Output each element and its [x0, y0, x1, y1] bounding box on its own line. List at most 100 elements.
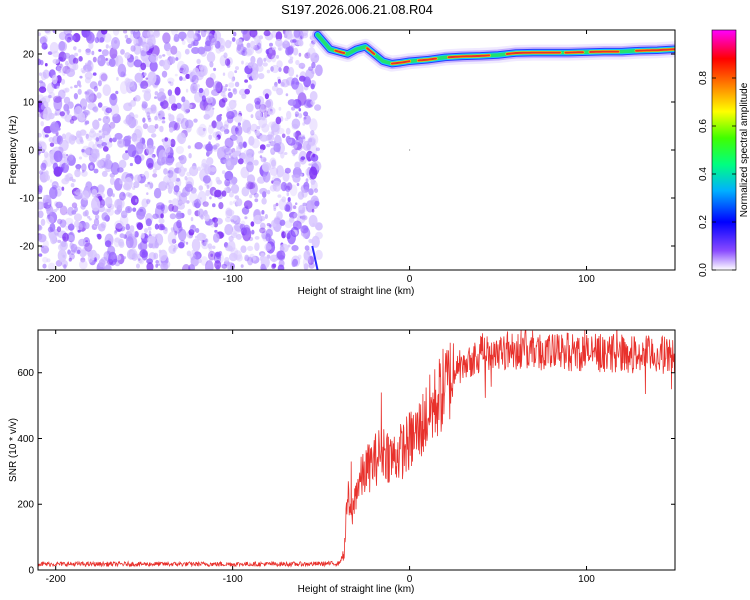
ridge-hot-red	[334, 49, 346, 54]
noise-blob	[206, 51, 216, 63]
noise-blob	[84, 71, 93, 80]
noise-blob	[74, 220, 80, 228]
noise-blob	[97, 54, 106, 67]
noise-blob	[175, 57, 179, 61]
noise-blob	[182, 264, 191, 270]
noise-blob	[283, 152, 288, 155]
noise-blob	[247, 245, 254, 252]
noise-blob	[78, 238, 87, 247]
noise-blob	[206, 184, 210, 190]
noise-blob	[63, 103, 70, 112]
noise-blob	[100, 73, 108, 82]
noise-blob	[86, 30, 92, 35]
noise-blob	[81, 148, 85, 153]
noise-blob	[178, 200, 183, 205]
noise-blob	[84, 110, 91, 116]
noise-blob	[259, 155, 263, 159]
noise-blob	[49, 179, 53, 183]
noise-blob	[224, 137, 234, 149]
noise-blob	[195, 235, 198, 239]
noise-blob	[178, 31, 187, 40]
noise-blob	[167, 169, 174, 178]
noise-blob	[264, 243, 272, 252]
noise-blob	[63, 264, 67, 269]
noise-blob	[99, 72, 108, 83]
noise-blob	[102, 146, 109, 152]
noise-blob	[98, 135, 103, 140]
noise-blob	[78, 84, 82, 88]
noise-blob	[308, 188, 314, 196]
noise-blob	[67, 249, 71, 255]
noise-blob	[115, 55, 124, 68]
noise-blob	[273, 205, 277, 210]
noise-blob	[314, 200, 320, 207]
noise-blob	[241, 186, 250, 197]
noise-blob	[101, 200, 106, 205]
noise-blob	[143, 90, 152, 102]
spectrogram-y-tick-label: 0	[28, 146, 34, 157]
noise-blob	[87, 60, 92, 66]
noise-blob	[136, 253, 141, 260]
noise-blob	[104, 208, 108, 213]
colorbar-tick-label: 0.0	[698, 263, 709, 277]
noise-blob	[42, 263, 47, 269]
noise-blob	[293, 30, 301, 38]
noise-blob	[124, 177, 133, 190]
noise-blob	[105, 44, 109, 49]
noise-blob	[85, 49, 91, 56]
noise-blob	[115, 90, 119, 95]
spectrogram-x-label: Height of straight line (km)	[298, 286, 415, 297]
noise-blob	[292, 81, 295, 85]
noise-blob	[161, 156, 169, 165]
noise-blob	[213, 233, 220, 243]
noise-blob	[301, 189, 308, 198]
noise-blob	[181, 96, 186, 103]
noise-blob	[203, 88, 210, 97]
noise-blob	[93, 168, 99, 174]
noise-blob	[147, 226, 152, 231]
noise-blob	[205, 104, 214, 118]
noise-blob	[259, 148, 264, 154]
noise-blob	[269, 157, 277, 169]
noise-blob	[206, 96, 213, 104]
noise-blob	[300, 173, 303, 177]
spectrogram-ridge	[309, 30, 675, 151]
noise-blob	[147, 235, 156, 244]
noise-blob	[153, 187, 162, 199]
snr-x-tick-label: 100	[578, 574, 595, 585]
noise-blob	[302, 256, 311, 269]
noise-blob	[309, 42, 315, 48]
noise-blob	[224, 131, 227, 135]
noise-blob	[304, 245, 310, 251]
noise-blob	[186, 30, 195, 44]
spectrogram-speck	[408, 149, 411, 151]
noise-blob	[125, 37, 132, 45]
noise-blob	[236, 44, 242, 51]
noise-blob	[147, 124, 157, 134]
noise-blob	[63, 52, 71, 59]
noise-blob	[174, 86, 181, 96]
noise-blob	[260, 222, 266, 230]
noise-blob	[139, 249, 148, 258]
noise-blob	[262, 170, 271, 183]
noise-blob	[227, 71, 235, 79]
noise-blob	[152, 213, 159, 220]
noise-blob	[177, 132, 187, 145]
noise-blob	[105, 196, 113, 208]
noise-blob	[133, 181, 140, 189]
noise-blob	[311, 208, 315, 213]
noise-blob	[170, 56, 176, 64]
noise-blob	[259, 227, 266, 234]
noise-blob	[57, 249, 67, 263]
noise-blob	[221, 190, 227, 197]
snr-series-line	[38, 330, 675, 568]
noise-blob	[276, 250, 286, 260]
noise-blob	[276, 54, 279, 59]
noise-blob	[214, 260, 222, 270]
snr-x-tick-label: 0	[407, 574, 413, 585]
noise-blob	[278, 106, 282, 111]
noise-blob	[244, 254, 250, 262]
noise-blob	[98, 130, 102, 133]
noise-blob	[46, 258, 51, 263]
